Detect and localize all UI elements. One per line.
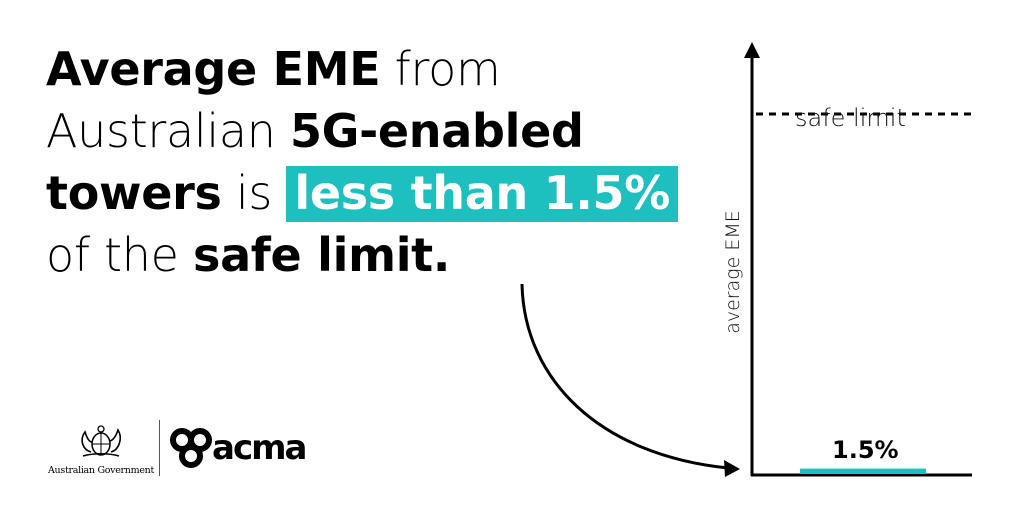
bar-value (800, 468, 926, 474)
coat-of-arms-icon (81, 425, 121, 457)
headline-part: is (221, 166, 287, 220)
logo-divider (159, 420, 160, 476)
headline: Average EME from Australian 5G-enabled t… (46, 38, 706, 286)
safe-limit-label: safe limit (795, 104, 906, 132)
acma-logo: acma (168, 422, 338, 478)
pointer-arrow (520, 283, 729, 470)
headline-part: 5G-enabled (289, 104, 584, 158)
australian-government-logo: Australian Government (42, 422, 160, 476)
pointer-arrowhead-icon (724, 460, 740, 477)
logos: Australian Government acma (42, 420, 342, 480)
headline-part: Average EME (46, 42, 381, 96)
headline-part: safe limit. (192, 228, 451, 282)
headline-highlight: less than 1.5% (286, 166, 679, 222)
headline-part: from (380, 42, 501, 96)
headline-part: of the (46, 228, 193, 282)
government-text: Australian Government (48, 465, 154, 476)
acma-text: acma (212, 428, 307, 468)
headline-part: Australian (46, 104, 290, 158)
y-axis-arrowhead-icon (744, 42, 760, 58)
y-axis-label: average EME (722, 210, 744, 334)
acma-trefoil-icon (170, 428, 212, 468)
bar-value-label: 1.5% (832, 436, 899, 464)
headline-part: towers (46, 166, 222, 220)
